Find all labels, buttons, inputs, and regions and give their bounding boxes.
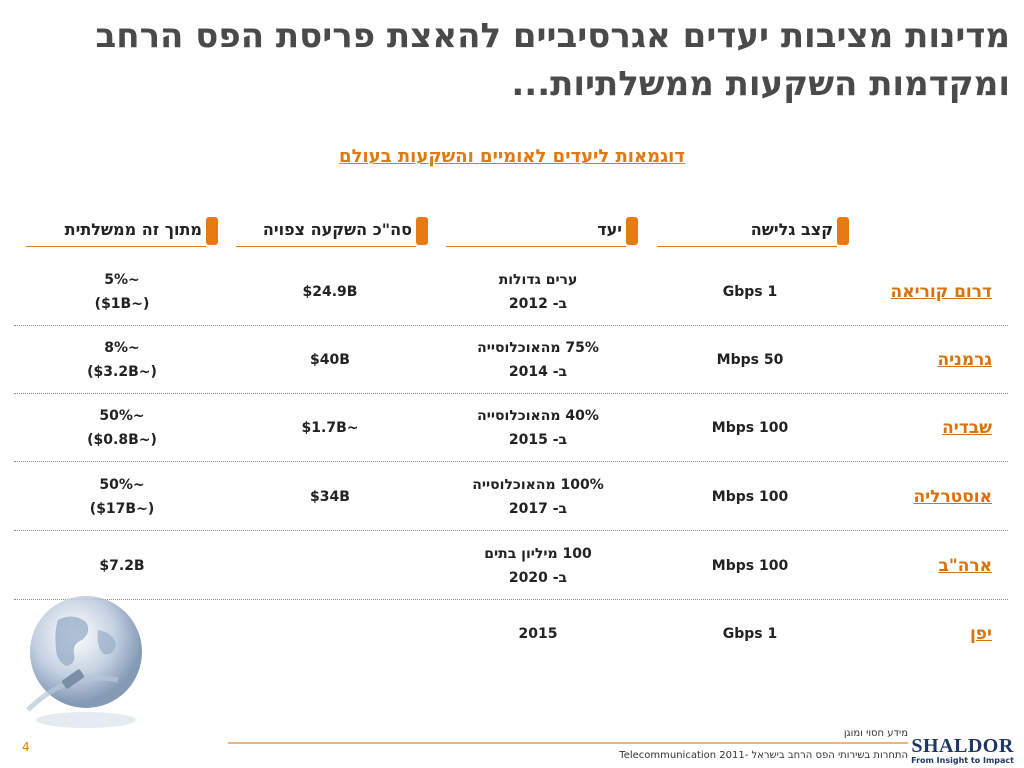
investment-value: ~$1.7B <box>301 420 359 436</box>
column-header-label: קצב גלישה <box>750 220 833 239</box>
government-line-1: ~5% <box>104 272 140 288</box>
investment-cell: $40B <box>230 326 430 394</box>
column-header-label: סה"כ השקעה צפויה <box>262 220 412 239</box>
government-line-1: $7.2B <box>99 558 145 574</box>
country-link[interactable]: דרום קוריאה <box>890 282 992 302</box>
speed-cell: 50 Mbps <box>650 326 850 394</box>
government-line-2: (~$0.8B) <box>87 432 157 448</box>
column-header-government: מתוך זה ממשלתית <box>26 214 218 247</box>
table-row: דרום קוריאה 1 Gbps ערים גדולות ב- 2012 $2… <box>14 258 1008 326</box>
investment-cell: $24.9B <box>230 258 430 326</box>
government-cell: ~50% (~$0.8B) <box>22 394 222 462</box>
target-line-2: ב- 2014 <box>508 364 568 380</box>
speed-cell: 1 Gbps <box>650 258 850 326</box>
table-row: גרמניה 50 Mbps 75% מהאוכלוסייה ב- 2014 $4… <box>14 326 1008 394</box>
company-logo: SHALDOR From Insight to Impact <box>911 736 1014 765</box>
target-cell: ערים גדולות ב- 2012 <box>438 258 638 326</box>
logo-tagline: From Insight to Impact <box>911 756 1014 765</box>
table-row: שבדיה 100 Mbps 40% מהאוכלוסייה ב- 2015 ~$… <box>14 394 1008 462</box>
speed-cell: 100 Mbps <box>650 394 850 462</box>
target-line-1: 2015 <box>518 626 558 642</box>
country-link[interactable]: שבדיה <box>942 418 992 438</box>
column-header-investment: סה"כ השקעה צפויה <box>236 214 428 247</box>
target-cell: 40% מהאוכלוסייה ב- 2015 <box>438 394 638 462</box>
government-line-1: ~8% <box>104 340 140 356</box>
target-line-2: ב- 2012 <box>508 296 568 312</box>
target-line-1: 100 מיליון בתים <box>484 546 592 562</box>
investment-value: $34B <box>310 489 350 505</box>
speed-cell: 1 Gbps <box>650 600 850 668</box>
target-line-1: 100% מהאוכלוסייה <box>472 477 604 493</box>
investment-value: $24.9B <box>302 284 358 300</box>
speed-value: 50 Mbps <box>716 352 784 368</box>
speed-value: 1 Gbps <box>722 626 778 642</box>
header-marker <box>626 217 638 245</box>
row-divider <box>14 325 1008 326</box>
page-number: 4 <box>22 740 30 754</box>
column-header-speed: קצב גלישה <box>657 214 849 247</box>
government-cell: ~8% (~$3.2B) <box>22 326 222 394</box>
row-divider <box>14 530 1008 531</box>
footer-document-title: התחרות בשירותי הפס הרחב בישראל -Telecomm… <box>619 750 908 761</box>
table-row: יפן 1 Gbps 2015 <box>14 600 1008 668</box>
footer-divider <box>228 742 908 744</box>
column-header-label: מתוך זה ממשלתית <box>64 220 202 239</box>
country-link[interactable]: אוסטרליה <box>913 487 992 507</box>
investment-value: $40B <box>310 352 350 368</box>
target-line-2: ב- 2015 <box>508 432 568 448</box>
target-line-2: ב- 2017 <box>508 501 568 517</box>
table-row: אוסטרליה 100 Mbps 100% מהאוכלוסייה ב- 201… <box>14 463 1008 531</box>
column-header-target: יעד <box>446 214 638 247</box>
row-divider <box>14 599 1008 600</box>
footer-confidential: מידע חסוי ומוגן <box>843 728 908 739</box>
country-link[interactable]: גרמניה <box>937 350 992 370</box>
country-link[interactable]: ארה"ב <box>938 556 992 576</box>
speed-value: 100 Mbps <box>711 558 789 574</box>
column-header-label: יעד <box>597 220 622 239</box>
target-line-2: ב- 2020 <box>508 570 568 586</box>
country-link[interactable]: יפן <box>969 624 992 644</box>
government-cell: ~50% (~$17B) <box>22 463 222 531</box>
investment-cell: $34B <box>230 463 430 531</box>
government-line-2: (~$3.2B) <box>87 364 157 380</box>
government-line-1: ~50% <box>99 408 145 424</box>
globe-image <box>26 596 142 728</box>
target-cell: 100 מיליון בתים ב- 2020 <box>438 532 638 600</box>
government-line-2: (~$17B) <box>89 501 155 517</box>
speed-value: 100 Mbps <box>711 420 789 436</box>
logo-name: SHALDOR <box>911 735 1014 757</box>
speed-cell: 100 Mbps <box>650 463 850 531</box>
header-marker <box>416 217 428 245</box>
target-line-1: 75% מהאוכלוסייה <box>477 340 599 356</box>
target-line-1: ערים גדולות <box>498 272 578 288</box>
header-marker <box>206 217 218 245</box>
target-cell: 75% מהאוכלוסייה ב- 2014 <box>438 326 638 394</box>
government-cell: $7.2B <box>22 532 222 600</box>
target-line-1: 40% מהאוכלוסייה <box>477 408 599 424</box>
investment-cell <box>230 532 430 600</box>
investment-cell: ~$1.7B <box>230 394 430 462</box>
target-cell: 2015 <box>438 600 638 668</box>
row-divider <box>14 461 1008 462</box>
target-cell: 100% מהאוכלוסייה ב- 2017 <box>438 463 638 531</box>
section-subtitle: דוגמאות ליעדים לאומיים והשקעות בעולם <box>339 146 685 167</box>
government-line-1: ~50% <box>99 477 145 493</box>
government-cell: ~5% (~$1B) <box>22 258 222 326</box>
header-marker <box>837 217 849 245</box>
table-row: ארה"ב 100 Mbps 100 מיליון בתים ב- 2020 $7… <box>14 532 1008 600</box>
page-title: מדינות מציבות יעדים אגרסיביים להאצת פריס… <box>95 16 1010 104</box>
speed-value: 1 Gbps <box>722 284 778 300</box>
speed-value: 100 Mbps <box>711 489 789 505</box>
government-line-2: (~$1B) <box>94 296 150 312</box>
speed-cell: 100 Mbps <box>650 532 850 600</box>
row-divider <box>14 393 1008 394</box>
